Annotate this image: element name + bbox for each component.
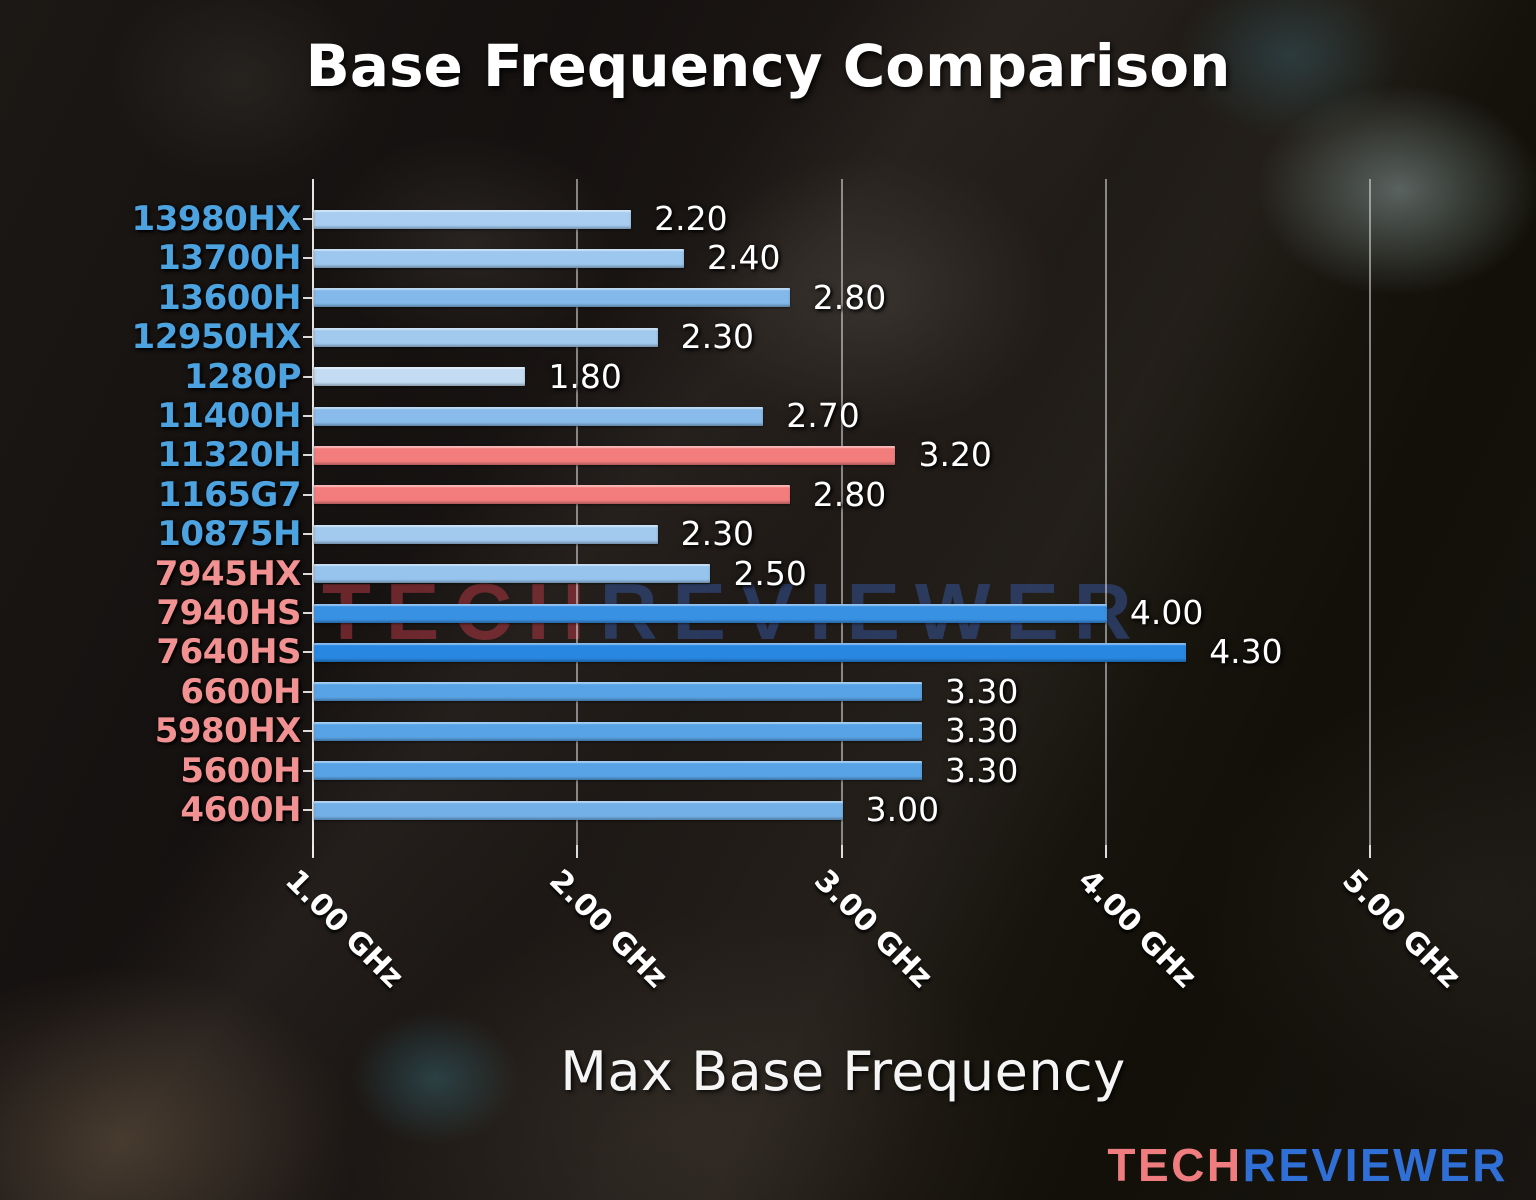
bar-5980hx — [314, 721, 922, 741]
bar-4600h — [314, 800, 843, 820]
bar-7640hs — [314, 642, 1187, 662]
y-tick-mark — [303, 769, 313, 772]
bar-13980hx — [314, 209, 632, 229]
y-tick-mark — [303, 218, 313, 220]
plot-area: Max Base Frequency 1.00 GHz 2.00 GHz 3.00 … — [132, 179, 1493, 1103]
logo-tech: TECH — [1107, 1139, 1243, 1191]
category-label-13700h: 13700H — [157, 238, 301, 279]
y-tick-mark — [303, 730, 313, 733]
bar-13600h — [314, 288, 790, 308]
bar-value-7640hs: 4.30 — [1209, 632, 1283, 672]
x-axis-label: Max Base Frequency — [560, 1040, 1126, 1103]
y-axis-line — [312, 179, 314, 857]
category-label-11400h: 11400H — [157, 396, 301, 436]
bar-value-7945hx: 2.50 — [733, 553, 807, 593]
bar-11400h — [314, 406, 764, 426]
y-tick-mark — [303, 690, 313, 693]
x-tick-mark — [576, 845, 579, 858]
y-tick-mark — [303, 612, 313, 614]
bar-13700h — [314, 248, 685, 268]
category-label-6600h: 6600H — [180, 671, 301, 712]
gridline-5.00-ghz — [1369, 179, 1372, 845]
bar-7940hs — [314, 603, 1107, 623]
y-tick-mark — [303, 415, 313, 417]
bar-value-13700h: 2.40 — [707, 238, 781, 278]
bar-value-5600h: 3.30 — [944, 750, 1019, 790]
category-label-5980hx: 5980HX — [154, 711, 302, 752]
bar-5600h — [314, 761, 922, 781]
x-tick-mark — [1369, 845, 1372, 858]
techreviewer-logo: TECHREVIEWER — [1107, 1138, 1508, 1192]
bar-value-10875h: 2.30 — [680, 514, 755, 554]
bar-value-5980hx: 3.30 — [944, 711, 1019, 751]
bar-1280p — [314, 367, 526, 387]
y-tick-mark — [303, 296, 313, 299]
bar-1165g7 — [314, 485, 790, 505]
y-tick-mark — [303, 809, 313, 811]
y-tick-mark — [303, 533, 313, 536]
bar-12950hx — [314, 327, 658, 347]
category-label-13980hx: 13980HX — [131, 199, 302, 239]
bar-10875h — [314, 524, 658, 544]
bar-value-1165g7: 2.80 — [812, 474, 887, 514]
x-tick-mark — [840, 845, 843, 858]
gridline-4.00-ghz — [1104, 179, 1107, 845]
category-label-7940hs: 7940HS — [156, 593, 301, 633]
y-tick-mark — [303, 257, 313, 260]
bar-value-7940hs: 4.00 — [1129, 593, 1204, 632]
y-tick-mark — [303, 454, 313, 457]
bar-value-4600h: 3.00 — [865, 790, 940, 829]
category-label-5600h: 5600H — [180, 750, 301, 791]
logo-reviewer: REVIEWER — [1242, 1139, 1508, 1191]
category-label-11320h: 11320H — [157, 435, 301, 476]
category-label-1165g7: 1165G7 — [157, 474, 302, 515]
bar-value-6600h: 3.30 — [944, 671, 1019, 711]
category-label-1280p: 1280P — [183, 356, 302, 397]
bar-11320h — [314, 445, 896, 465]
category-label-7945hx: 7945HX — [154, 553, 302, 594]
category-label-4600h: 4600H — [180, 790, 301, 830]
category-label-12950hx: 12950HX — [131, 317, 302, 358]
x-tick-mark — [1104, 845, 1107, 858]
gridline-3.00-ghz — [840, 179, 843, 845]
chart-title: Base Frequency Comparison — [305, 32, 1231, 100]
gridline-2.00-ghz — [576, 179, 579, 845]
bar-value-13980hx: 2.20 — [654, 199, 728, 238]
y-tick-mark — [303, 651, 313, 654]
y-tick-mark — [303, 336, 313, 339]
bar-value-12950hx: 2.30 — [680, 317, 755, 357]
bar-value-13600h: 2.80 — [812, 277, 887, 317]
category-label-10875h: 10875H — [157, 514, 301, 555]
bar-6600h — [314, 682, 922, 702]
y-tick-mark — [303, 572, 313, 575]
bar-value-11320h: 3.20 — [918, 435, 992, 475]
y-tick-mark — [303, 375, 313, 378]
y-tick-mark — [303, 493, 313, 496]
bar-value-11400h: 2.70 — [786, 396, 860, 435]
category-label-7640hs: 7640HS — [156, 632, 301, 673]
bar-7945hx — [314, 564, 711, 584]
category-label-13600h: 13600H — [157, 277, 301, 318]
bar-value-1280p: 1.80 — [548, 356, 622, 396]
